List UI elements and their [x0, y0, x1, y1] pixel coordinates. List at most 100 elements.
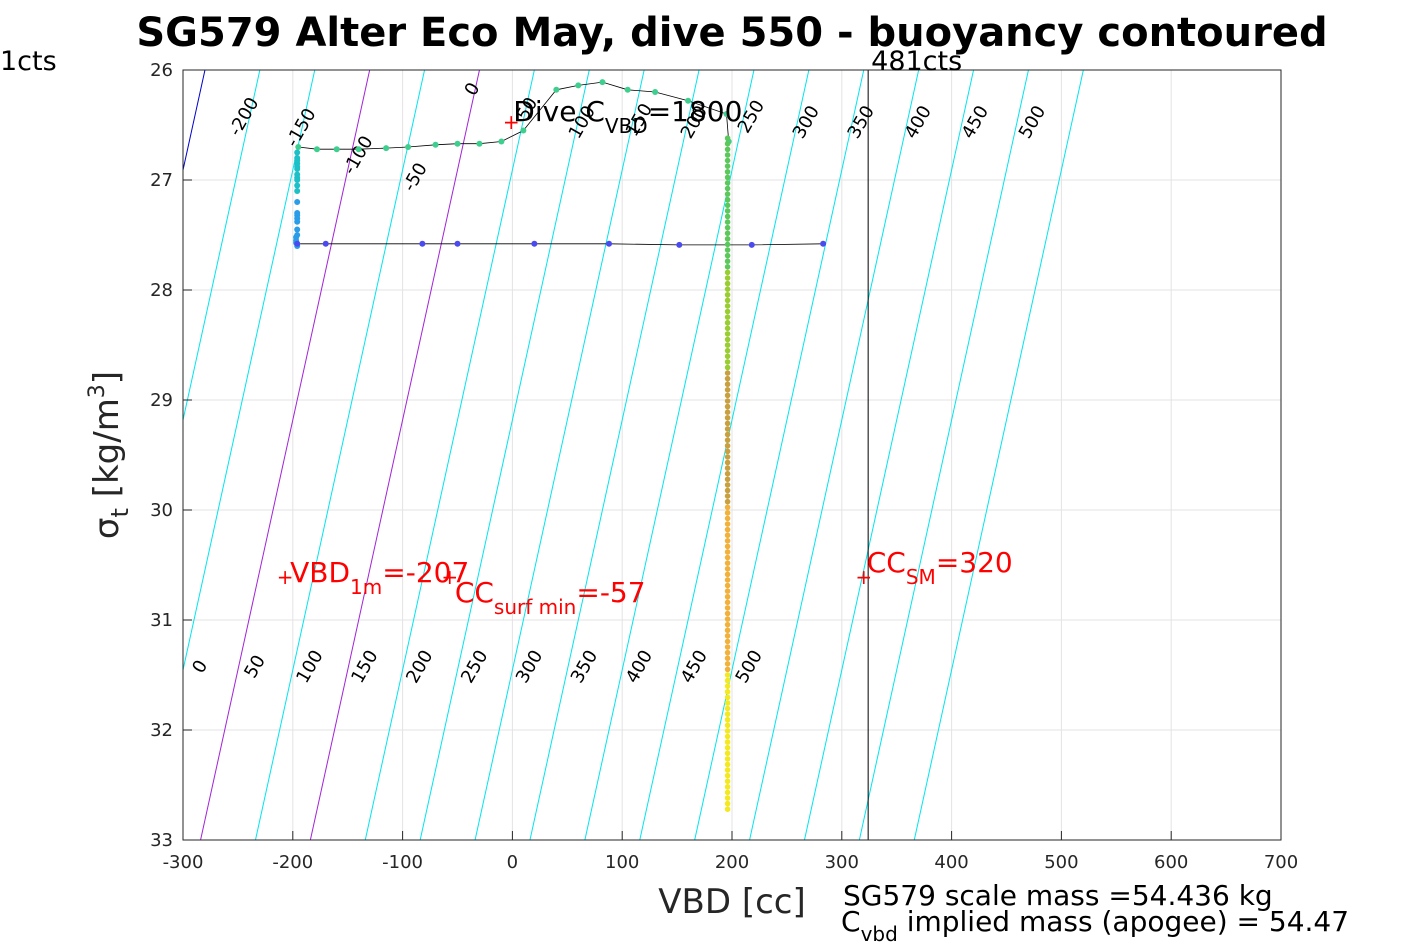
contour-line: [639, 70, 810, 840]
y-tick-label: 31: [150, 610, 173, 631]
profile-vertical-point: [724, 353, 731, 360]
cc-surf-min-marker: +: [441, 565, 458, 589]
profile-vertical-point: [724, 487, 731, 494]
profile-vertical-point: [724, 140, 731, 147]
profile-bottom-point: [294, 199, 301, 205]
profile-vertical-point: [724, 633, 731, 639]
y-tick-label: 30: [150, 500, 173, 521]
profile-vertical-point: [724, 180, 731, 186]
profile-vertical-point: [724, 767, 731, 773]
profile-bottom-point: [294, 218, 301, 225]
profile-vertical-point: [724, 269, 731, 276]
profile-vertical-point: [724, 157, 731, 164]
profile-vertical-point: [724, 510, 731, 516]
profile-vertical-point: [724, 219, 731, 225]
profile-vertical-point: [724, 208, 731, 214]
profile-vertical-point: [724, 694, 731, 701]
profile-vertical-point: [724, 364, 731, 371]
profile-vertical-point: [724, 733, 731, 740]
x-tick-label: -300: [163, 852, 204, 873]
profile-top-point: [624, 86, 631, 93]
profile-vertical-point: [724, 336, 731, 343]
profile-bottom-point: [294, 166, 301, 172]
profile-horizontal-point: [454, 240, 461, 247]
profile-vertical-point: [724, 152, 731, 158]
profile-horizontal-point: [294, 240, 301, 247]
profile-vertical-point: [724, 649, 731, 656]
profile-vertical-point: [724, 627, 731, 634]
profile-vertical-point: [724, 247, 731, 253]
profile-vertical-point: [724, 504, 731, 511]
profile-vertical-point: [724, 565, 731, 572]
profile-horizontal-point: [322, 240, 329, 247]
chart-title: SG579 Alter Eco May, dive 550 - buoyancy…: [136, 10, 1327, 56]
profile-vertical-point: [724, 521, 731, 527]
contour-label-lower: 400: [622, 647, 657, 687]
profile-vertical-point: [724, 554, 731, 561]
profile-top-point: [405, 144, 412, 150]
x-tick-label: 200: [715, 852, 749, 873]
profile-vertical-point: [724, 236, 731, 242]
profile-vertical-point: [724, 560, 731, 566]
dive-c-vbd-marker: +: [503, 110, 520, 134]
profile-vertical-point: [724, 778, 731, 785]
x-axis-label: VBD [cc]: [658, 882, 806, 922]
profile-vertical-point: [724, 638, 731, 645]
x-tick-label: -200: [272, 852, 313, 873]
contour-label-upper: 400: [901, 102, 936, 142]
profile-vertical-point: [724, 644, 731, 650]
x-tick-label: 100: [605, 852, 639, 873]
dive-c-vbd-label: Dive CVBD=1800: [513, 95, 742, 138]
profile-vertical-point: [724, 258, 731, 265]
profile-horizontal-point: [606, 240, 613, 247]
profile-vertical-point: [724, 409, 731, 415]
implied-mass-text: Cvbd implied mass (apogee) = 54.47: [841, 905, 1349, 945]
profile-horizontal-point: [531, 240, 538, 247]
contour-label-lower: 100: [292, 647, 327, 687]
contour-line: [529, 70, 700, 840]
profile-vertical-point: [724, 459, 731, 466]
profile-vertical-point: [724, 303, 731, 309]
contour-line: [254, 70, 426, 840]
contour-label-upper: 0: [461, 79, 485, 99]
profile-vertical-point: [724, 761, 731, 768]
profile-vertical-point: [724, 683, 731, 689]
profile-horizontal-point: [748, 241, 755, 248]
profile-top-point: [454, 140, 461, 147]
contour-line: [0, 70, 95, 840]
x-tick-label: -100: [382, 852, 423, 873]
profile-vertical-point: [724, 744, 731, 751]
contour-line: [913, 70, 1084, 840]
profile-top-point: [476, 140, 483, 147]
contour-label-lower: 50: [240, 652, 270, 682]
contour-line: [694, 70, 865, 840]
profile-top-point: [295, 144, 302, 150]
profile-vertical-point: [724, 191, 731, 197]
contour-label-lower: 250: [457, 647, 492, 687]
profile-vertical-point: [724, 728, 731, 734]
x-tick-label: 500: [1044, 852, 1078, 873]
profile-vertical-point: [724, 705, 731, 712]
profile-top-point: [520, 127, 527, 134]
contour-line: [0, 70, 150, 840]
contour-label-lower: 150: [347, 647, 382, 687]
profile-vertical-point: [724, 672, 731, 678]
profile-vertical-point: [724, 700, 731, 706]
profile-vertical-point: [724, 515, 731, 522]
profile-vertical-point: [724, 616, 731, 622]
profile-top-point: [599, 79, 606, 86]
profile-vertical-point: [724, 375, 731, 382]
profile-vertical-point: [724, 750, 731, 757]
profile-vertical-point: [724, 280, 731, 287]
contour-label-upper: -200: [225, 94, 264, 140]
profile-vertical-point: [724, 213, 731, 220]
contour-label-lower: 200: [402, 647, 437, 687]
profile-vertical-point: [724, 800, 731, 807]
profile-vertical-point: [724, 493, 731, 499]
contour-label-lower: 300: [512, 647, 547, 687]
y-tick-label: 32: [150, 720, 173, 741]
y-axis-label: σt [kg/m3]: [85, 371, 134, 539]
profile-top-point: [723, 111, 730, 117]
contour-label-upper: 450: [958, 102, 993, 142]
